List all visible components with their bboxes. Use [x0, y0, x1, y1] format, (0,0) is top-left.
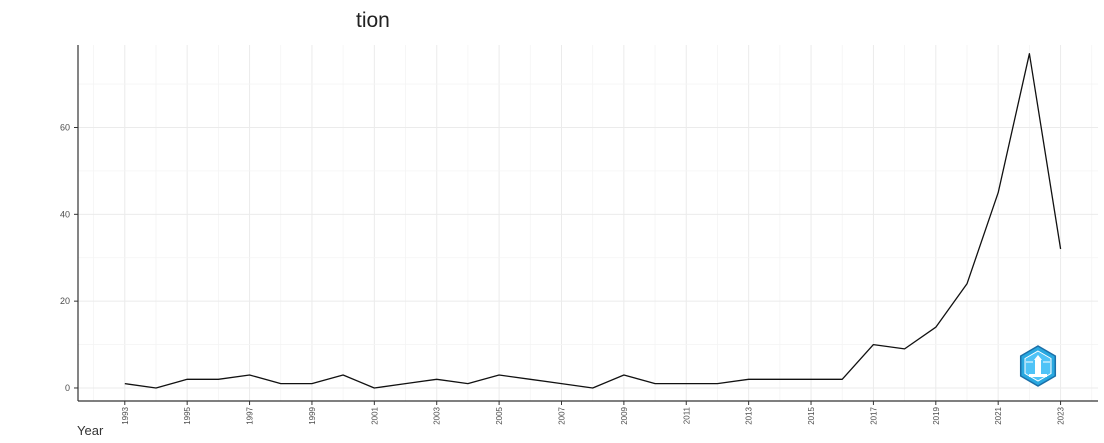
- y-tick-label: 0: [65, 383, 70, 393]
- grid: [78, 45, 1098, 401]
- x-tick-label: 1995: [183, 406, 192, 424]
- series-line: [124, 53, 1062, 389]
- x-tick-label: 2015: [807, 406, 816, 424]
- x-tick-label: 2021: [994, 406, 1003, 424]
- x-tick-label: 2023: [1057, 406, 1066, 424]
- x-tick-label: 2017: [869, 406, 878, 424]
- x-tick-label: 2009: [620, 406, 629, 424]
- x-axis-label: Year: [77, 423, 104, 438]
- series: [124, 53, 1062, 389]
- x-tick-label: 2019: [932, 406, 941, 424]
- x-tick-label: 2001: [370, 406, 379, 424]
- x-axis-ticks: 1993 1995 1997 1999 2001 2003 2005 2007 2009 2011…: [121, 401, 1066, 425]
- y-tick-label: 40: [60, 209, 70, 219]
- y-tick-label: 20: [60, 296, 70, 306]
- axes: [77, 45, 1098, 402]
- chart-title: tion: [356, 9, 390, 32]
- lighthouse-hexagon-icon: [1019, 345, 1057, 387]
- x-tick-label: 2013: [745, 406, 754, 424]
- x-tick-label: 2005: [495, 406, 504, 424]
- x-tick-label: 1997: [246, 406, 255, 424]
- x-tick-label: 1993: [121, 406, 130, 424]
- y-axis-ticks: 0 20 40 60: [60, 122, 78, 393]
- x-tick-label: 2003: [433, 406, 442, 424]
- x-tick-label: 2007: [557, 406, 566, 424]
- y-tick-label: 60: [60, 122, 70, 132]
- x-tick-label: 2011: [682, 406, 691, 424]
- x-tick-label: 1999: [308, 406, 317, 424]
